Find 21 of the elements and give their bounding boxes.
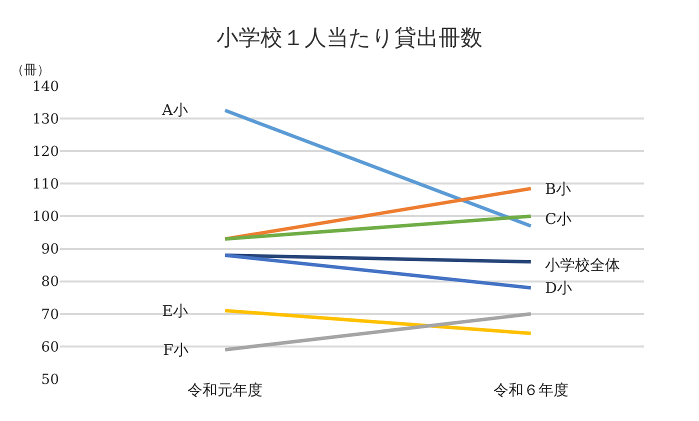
y-tick-label: 90: [41, 242, 59, 258]
y-tick-label: 140: [32, 78, 59, 95]
x-tick-label: 令和６年度: [493, 381, 568, 399]
y-tick-label: 80: [41, 274, 59, 290]
y-tick-label: 110: [32, 176, 59, 193]
annotation: D小: [545, 279, 572, 297]
y-tick-label: 120: [32, 144, 59, 160]
annotation: E小: [162, 302, 188, 320]
y-axis-title: （冊）: [11, 63, 50, 78]
annotation: C小: [545, 210, 572, 228]
y-tick-label: 60: [41, 339, 59, 356]
y-tick-label: 50: [41, 372, 59, 388]
chart-title: 小学校１人当たり貸出冊数: [216, 26, 482, 51]
annotation: 小学校全体: [545, 256, 620, 274]
annotation: F小: [163, 341, 188, 359]
y-tick-label: 70: [41, 306, 59, 323]
y-tick-label: 130: [32, 111, 59, 128]
annotation: B小: [545, 180, 572, 198]
annotation: A小: [161, 101, 188, 119]
x-tick-label: 令和元年度: [188, 381, 263, 399]
y-tick-label: 100: [32, 209, 59, 226]
